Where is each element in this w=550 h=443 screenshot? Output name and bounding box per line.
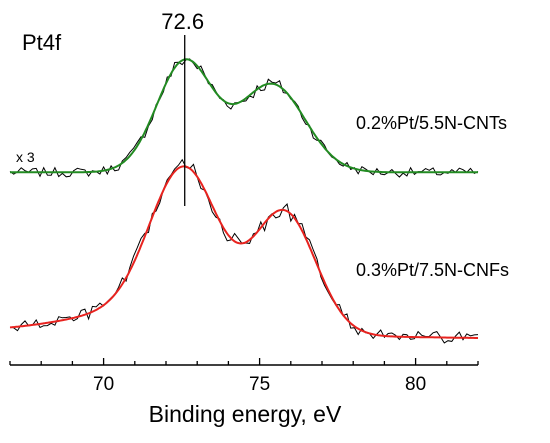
x-tick-label: 80 xyxy=(405,374,426,395)
spectra-layer xyxy=(9,58,479,344)
x-axis: 70 75 80 xyxy=(9,358,479,395)
series-label-pt-cnfs: 0.3%Pt/7.5N-CNFs xyxy=(356,260,509,280)
fit-curve-2 xyxy=(9,165,478,339)
peak-label: 72.6 xyxy=(161,9,204,34)
x-tick-label: 70 xyxy=(93,374,114,395)
scale-factor-note: x 3 xyxy=(16,149,35,165)
chart-title: Pt4f xyxy=(22,30,62,55)
raw-data-trace-1 xyxy=(9,58,479,178)
x-axis-label: Binding energy, eV xyxy=(149,401,342,427)
series-label-pt-cnts: 0.2%Pt/5.5N-CNTs xyxy=(356,113,507,133)
fit-curve-1 xyxy=(10,58,478,174)
x-tick-label: 75 xyxy=(249,374,270,395)
